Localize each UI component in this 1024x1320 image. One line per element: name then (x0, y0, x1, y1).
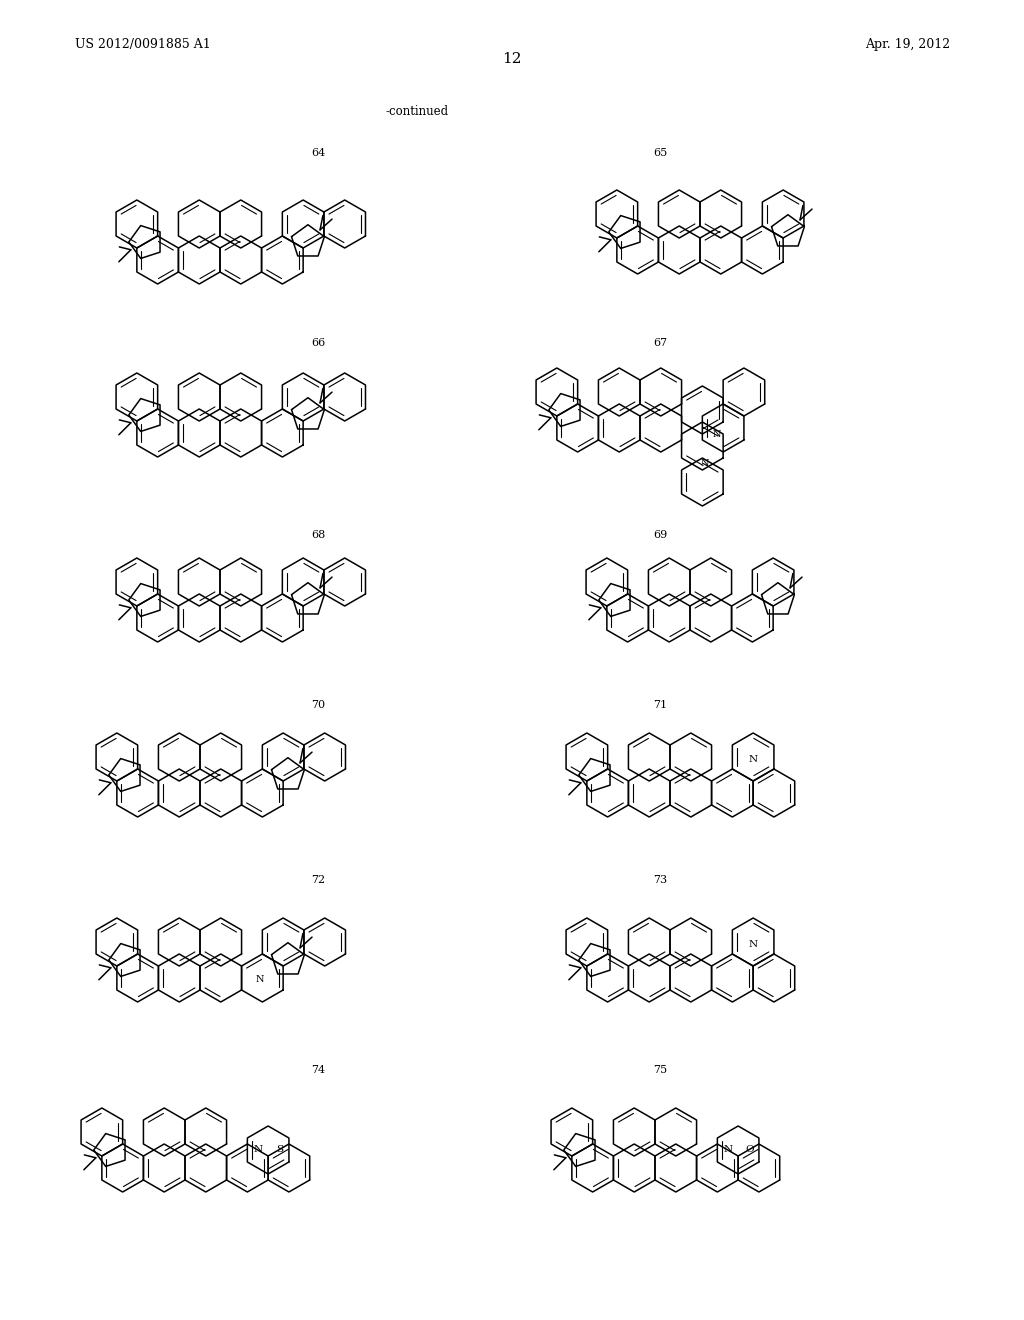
Text: 73: 73 (653, 875, 667, 884)
Text: N: N (712, 430, 721, 440)
Text: 75: 75 (653, 1065, 667, 1074)
Text: 65: 65 (653, 148, 667, 158)
Text: -continued: -continued (385, 106, 449, 117)
Text: 66: 66 (311, 338, 326, 348)
Text: 69: 69 (653, 531, 667, 540)
Text: Apr. 19, 2012: Apr. 19, 2012 (865, 38, 950, 51)
Text: N: N (254, 1146, 263, 1155)
Text: N: N (749, 940, 758, 949)
Text: US 2012/0091885 A1: US 2012/0091885 A1 (75, 38, 211, 51)
Text: 64: 64 (311, 148, 326, 158)
Text: N: N (700, 459, 709, 469)
Text: 74: 74 (311, 1065, 325, 1074)
Text: S: S (276, 1146, 284, 1155)
Text: N: N (724, 1146, 733, 1155)
Text: N: N (256, 974, 264, 983)
Text: 71: 71 (653, 700, 667, 710)
Text: 67: 67 (653, 338, 667, 348)
Text: 70: 70 (311, 700, 325, 710)
Text: 68: 68 (311, 531, 326, 540)
Text: 12: 12 (502, 51, 522, 66)
Text: 72: 72 (311, 875, 325, 884)
Text: N: N (749, 755, 758, 764)
Text: O: O (745, 1146, 755, 1155)
